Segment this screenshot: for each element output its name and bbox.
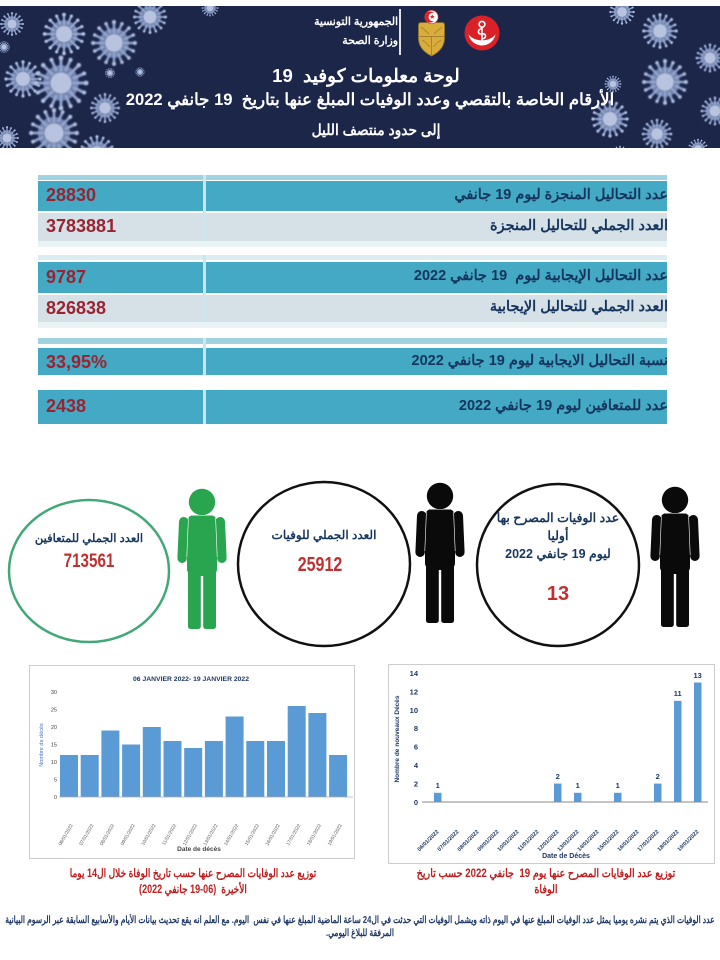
svg-text:8: 8 [414,724,418,733]
svg-text:18/01/2022: 18/01/2022 [306,823,323,847]
svg-text:11/01/2022: 11/01/2022 [161,823,178,847]
svg-text:12: 12 [410,687,418,696]
svg-text:4: 4 [414,761,419,770]
svg-text:16/01/2022: 16/01/2022 [265,823,282,847]
svg-text:25: 25 [51,708,57,714]
svg-text:5: 5 [54,778,57,784]
svg-text:20: 20 [51,725,57,731]
svg-text:10: 10 [410,706,418,715]
svg-text:0: 0 [54,795,57,801]
svg-text:30: 30 [51,690,57,696]
svg-text:11: 11 [674,689,682,698]
svg-text:09/01/2022: 09/01/2022 [120,823,137,847]
svg-text:06/01/2022: 06/01/2022 [58,823,75,847]
svg-text:14: 14 [410,669,419,678]
svg-text:12/01/2022: 12/01/2022 [182,823,199,847]
svg-text:1: 1 [436,781,440,790]
svg-text:6: 6 [414,743,418,752]
svg-text:1: 1 [616,781,620,790]
svg-text:2: 2 [656,772,660,781]
svg-text:0: 0 [414,798,418,807]
svg-text:1: 1 [576,781,580,790]
svg-text:15: 15 [51,743,57,749]
svg-text:Date de décès: Date de décès [177,846,221,853]
svg-text:19/01/2022: 19/01/2022 [327,823,344,847]
svg-text:14/01/2022: 14/01/2022 [223,823,240,847]
svg-text:Nombre de nouveaux Décès: Nombre de nouveaux Décès [394,695,401,782]
svg-text:19/01/2022: 19/01/2022 [677,829,701,853]
svg-text:2: 2 [556,772,560,781]
svg-text:08/01/2022: 08/01/2022 [99,823,116,847]
svg-text:17/01/2022: 17/01/2022 [285,823,302,847]
svg-text:07/01/2022: 07/01/2022 [78,823,95,847]
svg-text:2: 2 [414,779,418,788]
svg-text:Date de Décès: Date de Décès [542,853,590,860]
svg-text:10: 10 [51,760,57,766]
svg-text:13: 13 [694,671,702,680]
svg-text:Nombre de décès: Nombre de décès [39,723,45,767]
svg-text:13/01/2022: 13/01/2022 [202,823,219,847]
svg-text:10/01/2022: 10/01/2022 [140,823,157,847]
svg-text:15/01/2022: 15/01/2022 [244,823,261,847]
svg-text:06 JANVIER 2022- 19 JANVIER 20: 06 JANVIER 2022- 19 JANVIER 2022 [133,676,249,683]
